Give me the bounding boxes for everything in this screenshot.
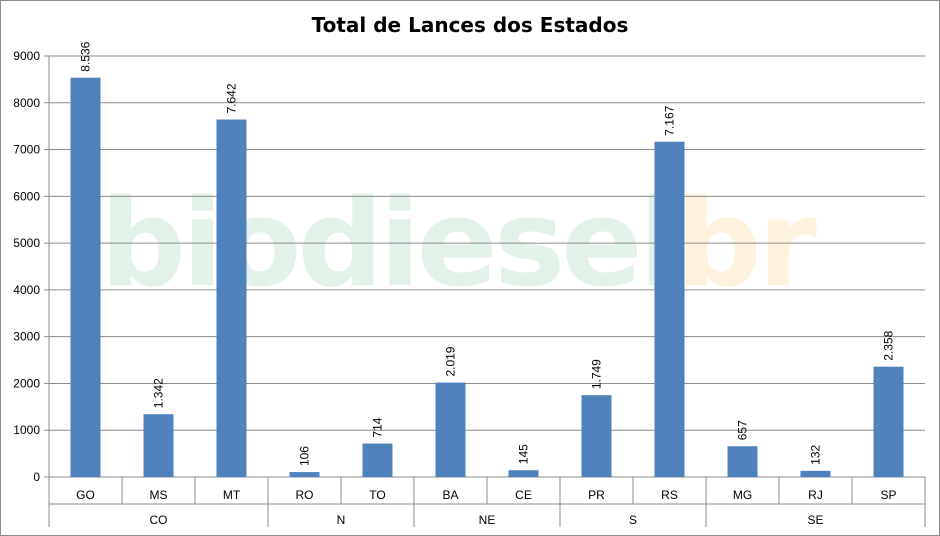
y-tick-label: 2000: [13, 376, 40, 390]
x-category-label: MS: [150, 488, 168, 502]
x-group-label: CO: [150, 513, 168, 527]
bar-sp: [873, 366, 904, 477]
bar-to: [362, 443, 393, 477]
x-group-label: SE: [807, 513, 823, 527]
y-tick-label: 8000: [13, 96, 40, 110]
bar-rj: [800, 470, 831, 477]
data-label: 7.642: [225, 83, 239, 113]
x-category-label: BA: [442, 488, 458, 502]
data-label: 145: [517, 444, 531, 464]
x-group-label: S: [629, 513, 637, 527]
bar-rs: [654, 141, 685, 478]
x-category-label: CE: [515, 488, 532, 502]
data-label: 657: [736, 420, 750, 440]
y-tick-label: 0: [33, 470, 40, 484]
x-category-label: SP: [880, 488, 896, 502]
y-tick-label: 5000: [13, 236, 40, 250]
y-tick-label: 3000: [13, 330, 40, 344]
x-category-label: PR: [588, 488, 605, 502]
chart-title: Total de Lances dos Estados: [311, 13, 629, 37]
data-label: 1.749: [590, 359, 604, 389]
bar-ba: [435, 382, 466, 477]
data-label: 106: [298, 446, 312, 466]
data-label: 1.342: [152, 378, 166, 408]
x-category-label: MT: [223, 488, 241, 502]
data-label: 2.358: [882, 330, 896, 360]
bar-mt: [216, 119, 247, 477]
x-category-label: GO: [76, 488, 95, 502]
x-group-label: N: [337, 513, 346, 527]
data-label: 2.019: [444, 346, 458, 376]
y-tick-label: 9000: [13, 49, 40, 63]
x-category-label: RS: [661, 488, 678, 502]
data-label: 8.536: [79, 41, 93, 71]
x-category-label: MG: [733, 488, 752, 502]
bar-mg: [727, 446, 758, 477]
bar-go: [70, 77, 101, 477]
x-category-label: TO: [369, 488, 385, 502]
y-tick-label: 6000: [13, 189, 40, 203]
y-tick-label: 7000: [13, 143, 40, 157]
bar-ms: [143, 414, 174, 477]
x-group-label: NE: [479, 513, 496, 527]
data-label: 7.167: [663, 105, 677, 135]
bar-ce: [508, 470, 539, 477]
data-label: 714: [371, 417, 385, 437]
watermark-logo: biodieselbr: [100, 175, 817, 314]
y-tick-label: 1000: [13, 423, 40, 437]
y-tick-label: 4000: [13, 283, 40, 297]
bar-pr: [581, 395, 612, 477]
x-category-label: RO: [296, 488, 314, 502]
bar-ro: [289, 472, 320, 477]
x-category-label: RJ: [808, 488, 823, 502]
data-label: 132: [809, 444, 823, 464]
